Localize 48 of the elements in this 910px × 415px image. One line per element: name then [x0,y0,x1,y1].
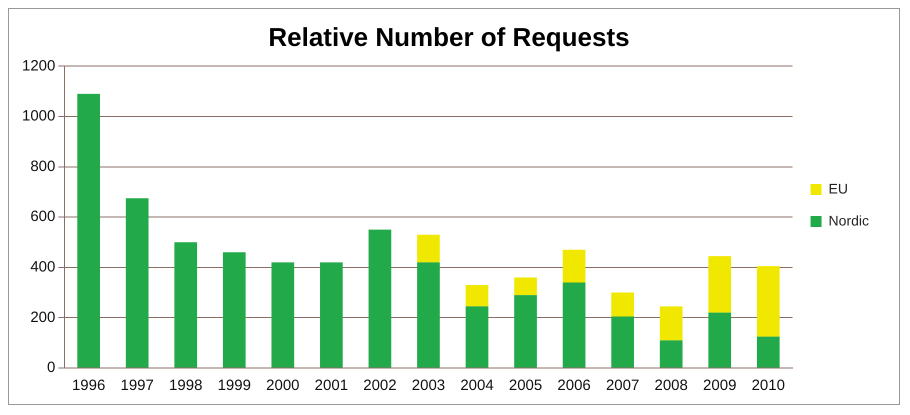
bar [611,292,634,316]
x-tick-label: 2007 [606,377,640,394]
chart-title: Relative Number of Requests [268,22,630,52]
legend-label: Nordic [828,212,870,228]
bar [562,250,586,282]
y-tick-label: 0 [47,359,56,376]
x-tick-label: 2003 [412,377,446,394]
x-tick-label: 2010 [752,377,785,394]
bar [660,340,683,368]
legend-label: EU [828,180,848,196]
bar [417,262,440,368]
bar [514,277,537,296]
bar [611,316,634,368]
x-tick-label: 1996 [72,377,106,394]
x-tick-label: 2001 [314,377,348,394]
y-tick-label: 400 [30,258,56,276]
x-tick-label: 1997 [120,377,154,394]
bar [320,262,343,368]
bar [126,198,149,368]
bar [466,306,488,368]
bar [417,234,440,262]
x-tick-label: 2005 [508,377,542,394]
bar [271,262,294,368]
y-tick-label: 600 [30,208,56,226]
bar [77,94,100,368]
bar [756,336,780,368]
bar [756,266,780,337]
bar [660,306,683,340]
y-tick-label: 800 [30,158,56,175]
x-tick-label: 1999 [218,377,251,394]
bar [514,295,537,368]
x-tick-label: 2006 [557,377,591,394]
y-tick-label: 1200 [22,57,56,74]
bar [222,252,246,368]
x-tick-label: 1998 [169,377,202,394]
x-tick-label: 2009 [703,377,736,394]
x-tick-label: 2000 [266,377,300,394]
bar [466,285,488,306]
x-tick-label: 2008 [654,377,688,394]
y-tick-label: 200 [30,308,56,326]
bar [368,230,392,368]
bar [708,256,732,313]
x-tick-label: 2002 [363,377,397,394]
bar [562,282,586,368]
bar [708,312,732,368]
x-tick-label: 2004 [460,377,494,394]
bar [174,242,198,368]
y-tick-label: 1000 [22,108,56,125]
